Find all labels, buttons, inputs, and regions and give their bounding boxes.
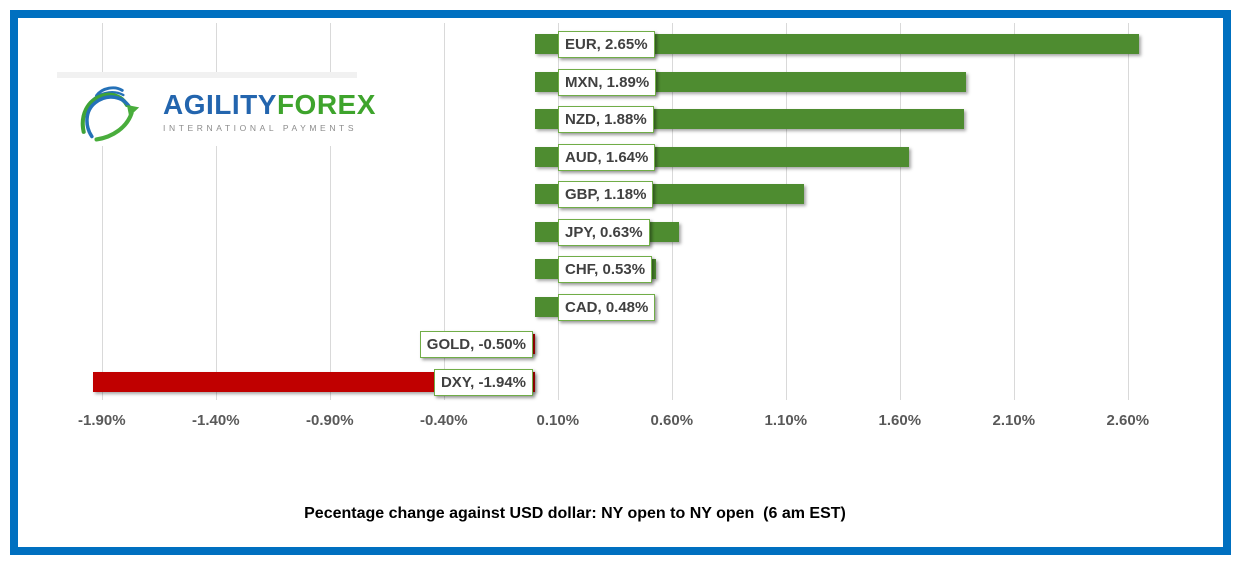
plot-area: EUR, 2.65% MXN, 1.89% NZD, 1.88% AUD, 1.64%… (60, 23, 1180, 400)
brand-forex: FOREX (276, 89, 376, 120)
gridline (785, 23, 787, 400)
bar-label-cad: CAD, 0.48% (558, 293, 656, 321)
logo-background-strip (57, 72, 357, 78)
x-tick-label: 2.60% (1106, 412, 1150, 429)
bar-label-aud: AUD, 1.64% (558, 143, 656, 171)
bar-label-gbp: GBP, 1.18% (558, 181, 654, 208)
gridline (443, 23, 445, 400)
gridline (329, 23, 331, 400)
bar-label-jpy: JPY, 0.63% (558, 218, 650, 246)
bar-dxy (92, 371, 535, 392)
x-tick-label: 1.10% (764, 412, 808, 429)
brand-agility: AGILITY (163, 89, 277, 120)
x-tick-label: -0.40% (420, 412, 468, 429)
gridline (899, 23, 901, 400)
gridline (101, 23, 103, 400)
bar-label-gold: GOLD, -0.50% (419, 331, 533, 358)
globe-arrow-icon (80, 86, 140, 142)
bar-label-mxn: MXN, 1.89% (558, 68, 657, 96)
gridline (671, 23, 673, 400)
bar-label-chf: CHF, 0.53% (558, 256, 653, 283)
bar-eur (535, 34, 1140, 54)
brand-tagline: INTERNATIONAL PAYMENTS (163, 123, 358, 133)
gridline (1127, 23, 1129, 400)
x-tick-label: 1.60% (878, 412, 922, 429)
x-tick-label: -1.90% (78, 412, 126, 429)
gridline (1013, 23, 1015, 400)
chart-caption: Pecentage change against USD dollar: NY … (304, 505, 846, 522)
x-tick-label: 2.10% (992, 412, 1036, 429)
logo-text: AGILITYFOREX INTERNATIONAL PAYMENTS (163, 91, 376, 134)
bar-label-nzd: NZD, 1.88% (558, 106, 654, 133)
agilityforex-logo: AGILITYFOREX INTERNATIONAL PAYMENTS (57, 78, 375, 146)
gridline (557, 23, 559, 400)
x-tick-label: -0.90% (306, 412, 354, 429)
x-tick-label: 0.10% (536, 412, 580, 429)
bar-label-eur: EUR, 2.65% (558, 31, 655, 58)
gridline (215, 23, 217, 400)
brand-name: AGILITYFOREX (163, 91, 376, 119)
x-tick-label: 0.60% (650, 412, 694, 429)
x-axis: -1.90% -1.40% -0.90% -0.40% 0.10% 0.60% 1.10% 1… (60, 412, 1180, 434)
bar-label-dxy: DXY, -1.94% (433, 368, 533, 396)
x-tick-label: -1.40% (192, 412, 240, 429)
